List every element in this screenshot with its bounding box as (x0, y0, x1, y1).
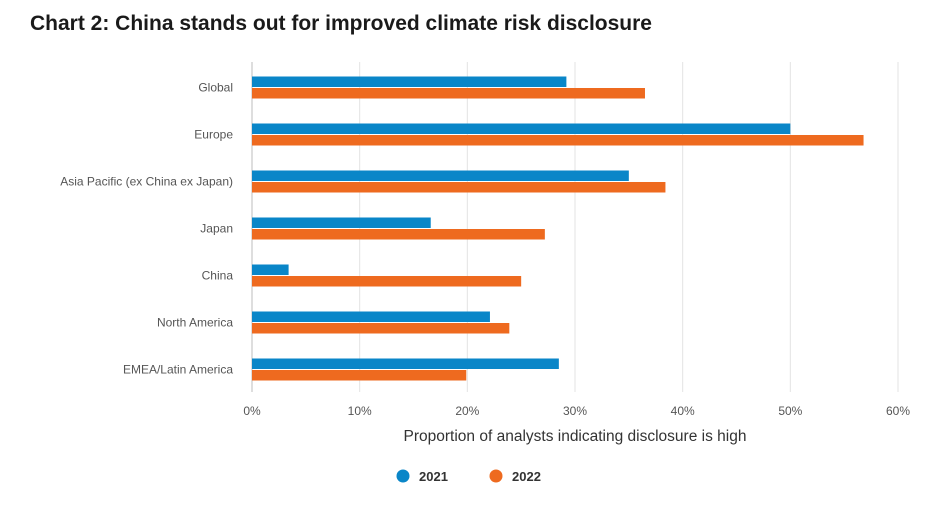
x-tick-label-20: 20% (455, 404, 479, 418)
legend-label-2021: 2021 (419, 469, 448, 484)
legend-label-2022: 2022 (512, 469, 541, 484)
x-tick-label-50: 50% (778, 404, 802, 418)
x-axis-label: Proportion of analysts indicating disclo… (404, 428, 747, 445)
x-tick-label-10: 10% (348, 404, 372, 418)
bar-2021-2 (252, 170, 629, 181)
bar-2021-4 (252, 264, 289, 275)
bar-2022-5 (252, 323, 510, 334)
x-tick-labels: 0% 10% 20% 30% 40% 50% 60% (243, 404, 910, 418)
category-label: Europe (194, 128, 233, 142)
category-label: Global (198, 81, 233, 95)
bar-2022-4 (252, 276, 522, 287)
legend: 2021 2022 (396, 469, 541, 484)
category-label: Asia Pacific (ex China ex Japan) (60, 175, 233, 189)
bar-2022-6 (252, 370, 467, 381)
chart-title: Chart 2: China stands out for improved c… (30, 12, 652, 35)
category-labels: Global Europe Asia Pacific (ex China ex Ja… (60, 81, 233, 377)
x-tick-label-60: 60% (886, 404, 910, 418)
category-label: EMEA/Latin America (123, 363, 233, 377)
category-label: North America (157, 316, 233, 330)
x-tick-label-0: 0% (243, 404, 261, 418)
bar-2022-0 (252, 88, 645, 99)
legend-swatch-2021 (396, 469, 410, 483)
bar-2021-1 (252, 123, 791, 134)
bars (252, 76, 864, 381)
legend-item-2021: 2021 (396, 469, 448, 484)
x-tick-label-40: 40% (671, 404, 695, 418)
legend-swatch-2022 (489, 469, 503, 483)
legend-item-2022: 2022 (489, 469, 541, 484)
bar-2022-1 (252, 135, 864, 146)
bar-2021-3 (252, 217, 431, 228)
bar-2022-2 (252, 182, 666, 193)
bar-2021-6 (252, 358, 559, 369)
category-label: Japan (200, 222, 233, 236)
bar-2021-0 (252, 76, 567, 87)
bar-2022-3 (252, 229, 545, 240)
category-label: China (202, 269, 234, 283)
bar-2021-5 (252, 311, 490, 322)
x-tick-label-30: 30% (563, 404, 587, 418)
